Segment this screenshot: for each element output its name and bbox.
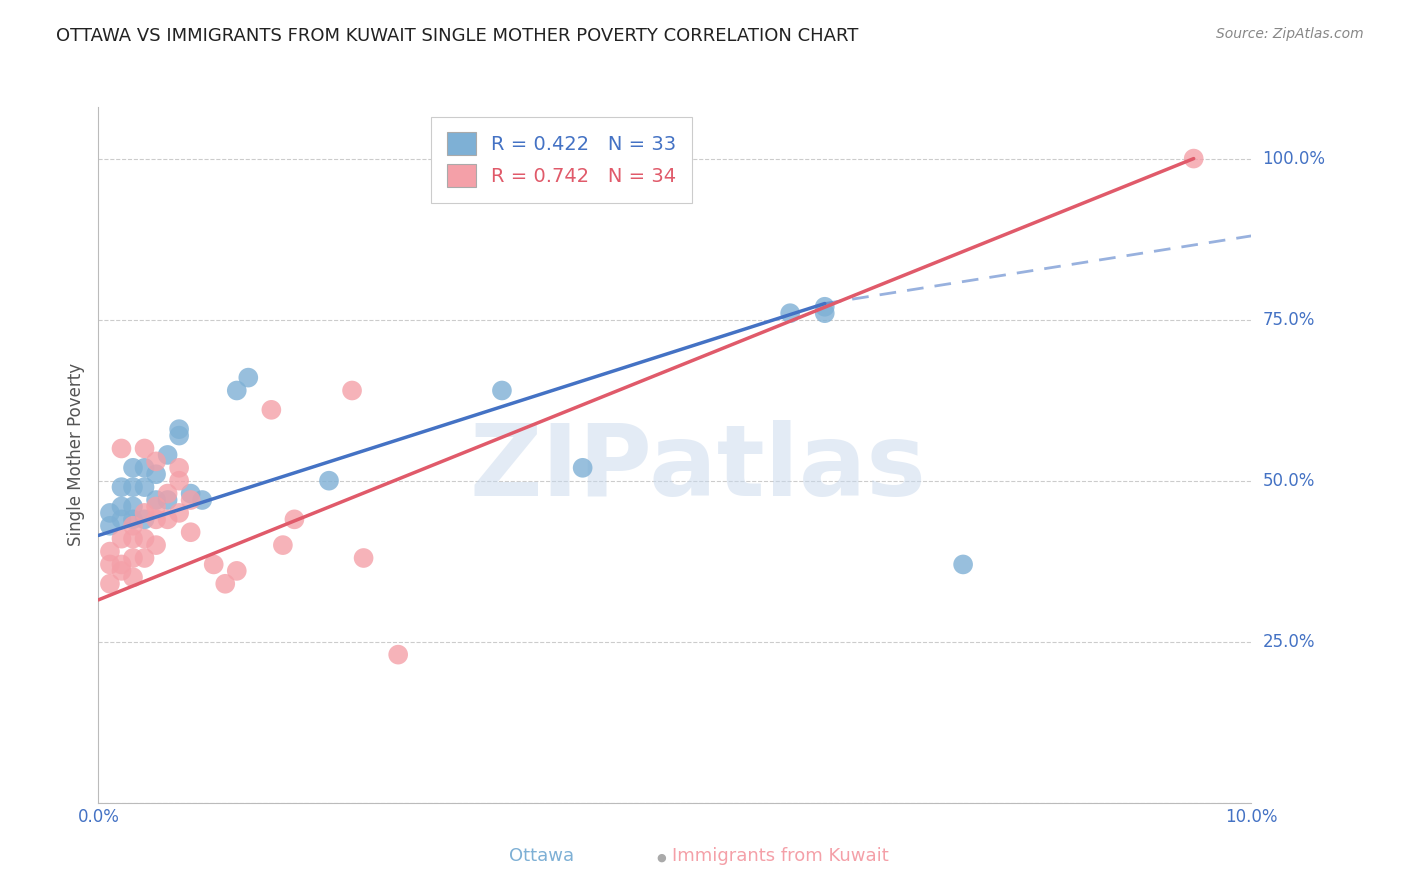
Point — [122, 480, 145, 494]
Point — [202, 558, 225, 572]
Point — [98, 544, 121, 558]
Point — [156, 493, 179, 508]
Point — [145, 500, 167, 514]
Point — [238, 370, 260, 384]
Text: Ottawa: Ottawa — [509, 847, 574, 865]
Text: ZIPatlas: ZIPatlas — [470, 420, 927, 517]
Point — [134, 512, 156, 526]
Point — [145, 454, 167, 468]
Point — [110, 480, 132, 494]
Text: Immigrants from Kuwait: Immigrants from Kuwait — [672, 847, 889, 865]
Point — [145, 493, 167, 508]
Point — [1182, 152, 1205, 166]
Point — [318, 474, 340, 488]
Point — [110, 558, 132, 572]
Point — [167, 506, 190, 520]
Point — [110, 532, 132, 546]
Point — [122, 570, 145, 584]
Point — [180, 486, 202, 500]
Point — [167, 428, 190, 442]
Point — [156, 512, 179, 526]
Point — [779, 306, 801, 320]
Point — [260, 402, 283, 417]
Text: 25.0%: 25.0% — [1263, 632, 1315, 651]
Point — [167, 460, 190, 475]
Point — [180, 493, 202, 508]
Text: Source: ZipAtlas.com: Source: ZipAtlas.com — [1216, 27, 1364, 41]
Point — [167, 474, 190, 488]
Point — [134, 460, 156, 475]
Point — [134, 532, 156, 546]
Point — [814, 306, 837, 320]
Point — [122, 460, 145, 475]
Point — [271, 538, 294, 552]
Point — [191, 493, 214, 508]
Point — [214, 576, 236, 591]
Point — [145, 538, 167, 552]
Point — [952, 558, 974, 572]
Point — [98, 558, 121, 572]
Y-axis label: Single Mother Poverty: Single Mother Poverty — [66, 363, 84, 547]
Point — [571, 460, 593, 475]
Point — [98, 518, 121, 533]
Text: OTTAWA VS IMMIGRANTS FROM KUWAIT SINGLE MOTHER POVERTY CORRELATION CHART: OTTAWA VS IMMIGRANTS FROM KUWAIT SINGLE … — [56, 27, 859, 45]
Text: ●: ● — [657, 853, 665, 863]
Point — [98, 506, 121, 520]
Point — [387, 648, 409, 662]
Text: 100.0%: 100.0% — [1263, 150, 1326, 168]
Point — [156, 486, 179, 500]
Point — [491, 384, 513, 398]
Point — [122, 551, 145, 566]
Point — [167, 422, 190, 436]
Text: 75.0%: 75.0% — [1263, 310, 1315, 328]
Point — [814, 300, 837, 314]
Point — [134, 551, 156, 566]
Point — [340, 384, 363, 398]
Point — [134, 480, 156, 494]
Point — [110, 442, 132, 456]
Point — [122, 532, 145, 546]
Point — [122, 500, 145, 514]
Point — [122, 518, 145, 533]
Point — [110, 500, 132, 514]
Point — [145, 467, 167, 482]
Point — [180, 525, 202, 540]
Point — [98, 576, 121, 591]
Point — [283, 512, 305, 526]
Point — [225, 564, 247, 578]
Point — [145, 512, 167, 526]
Legend: R = 0.422   N = 33, R = 0.742   N = 34: R = 0.422 N = 33, R = 0.742 N = 34 — [432, 117, 692, 202]
Point — [134, 506, 156, 520]
Point — [225, 384, 247, 398]
Point — [122, 512, 145, 526]
Point — [134, 442, 156, 456]
Point — [110, 564, 132, 578]
Point — [156, 448, 179, 462]
Point — [353, 551, 375, 566]
Point — [110, 512, 132, 526]
Text: 50.0%: 50.0% — [1263, 472, 1315, 490]
